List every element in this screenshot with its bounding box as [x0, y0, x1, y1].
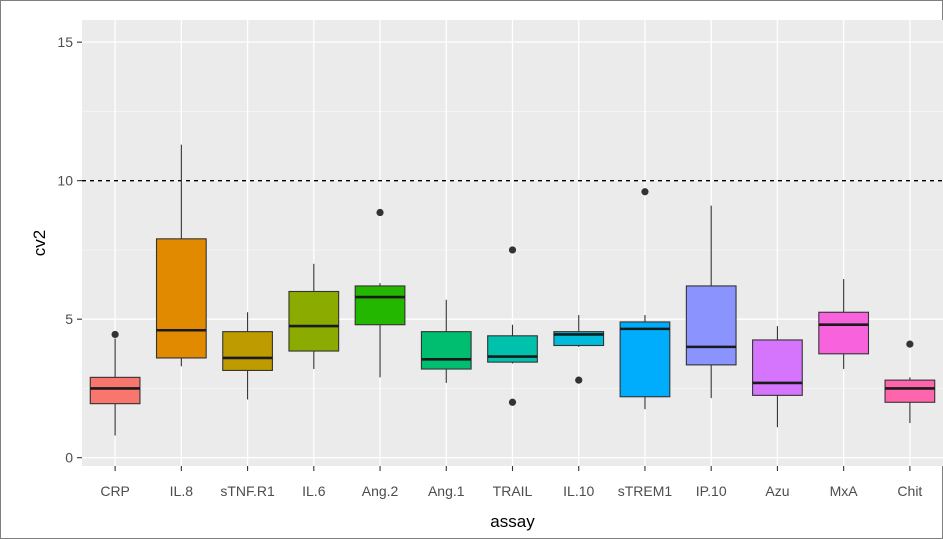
- box-iqr: [487, 335, 538, 363]
- box-IL.8: [155, 144, 207, 367]
- x-tick-label: CRP: [100, 483, 130, 499]
- x-tick-label: IL.10: [563, 483, 594, 499]
- x-tick-label: IP.10: [696, 483, 727, 499]
- y-axis: 0 5 10 15: [57, 34, 82, 466]
- x-tick-label: IL.6: [302, 483, 326, 499]
- box-iqr: [354, 285, 406, 326]
- y-tick-label: 0: [65, 450, 73, 466]
- outlier-point: [508, 246, 517, 254]
- outlier-point: [111, 330, 119, 339]
- y-tick-label: 10: [57, 173, 73, 189]
- box-Ang.1: [420, 299, 472, 383]
- box-iqr: [89, 376, 141, 405]
- x-tick-label: TRAIL: [493, 483, 533, 499]
- x-tick-label: Ang.1: [428, 483, 465, 499]
- x-tick-label: Chit: [897, 483, 922, 499]
- box-Ang.2: [354, 208, 406, 378]
- x-axis-title: assay: [490, 512, 535, 531]
- box-iqr: [752, 339, 803, 396]
- box-iqr: [818, 311, 870, 355]
- boxes-layer: [89, 144, 936, 436]
- x-tick-label: sTNF.R1: [220, 483, 275, 499]
- outlier-point: [641, 188, 649, 196]
- x-tick-label: IL.8: [170, 483, 194, 499]
- box-MxA: [818, 279, 870, 370]
- box-IP.10: [685, 205, 737, 399]
- x-tick-label: sTREM1: [618, 483, 673, 499]
- box-CRP: [89, 330, 141, 436]
- x-axis: CRP IL.8 sTNF.R1 IL.6 Ang.2 Ang.1 TRAIL IL.10 sT…: [100, 466, 922, 499]
- box-sTNF.R1: [222, 312, 273, 400]
- outlier-point: [508, 398, 517, 406]
- box-iqr: [884, 379, 936, 403]
- y-tick-label: 15: [57, 34, 73, 50]
- box-Azu: [752, 326, 803, 428]
- box-iqr: [155, 238, 207, 359]
- y-axis-title: cv2: [30, 230, 49, 256]
- outlier-point: [906, 340, 914, 348]
- outlier-point: [575, 376, 583, 384]
- outlier-point: [376, 208, 384, 217]
- box-iqr: [685, 285, 737, 366]
- box-iqr: [420, 331, 472, 370]
- x-tick-label: MxA: [830, 483, 859, 499]
- box-TRAIL: [487, 246, 538, 406]
- box-iqr: [288, 290, 340, 352]
- x-tick-label: Azu: [765, 483, 789, 499]
- box-iqr: [619, 321, 671, 398]
- box-iqr: [222, 331, 273, 371]
- x-tick-label: Ang.2: [362, 483, 399, 499]
- box-sTREM1: [619, 188, 671, 410]
- box-Chit: [884, 340, 936, 424]
- box-IL.10: [553, 315, 605, 384]
- box-IL.6: [288, 263, 340, 370]
- y-tick-label: 5: [65, 311, 73, 327]
